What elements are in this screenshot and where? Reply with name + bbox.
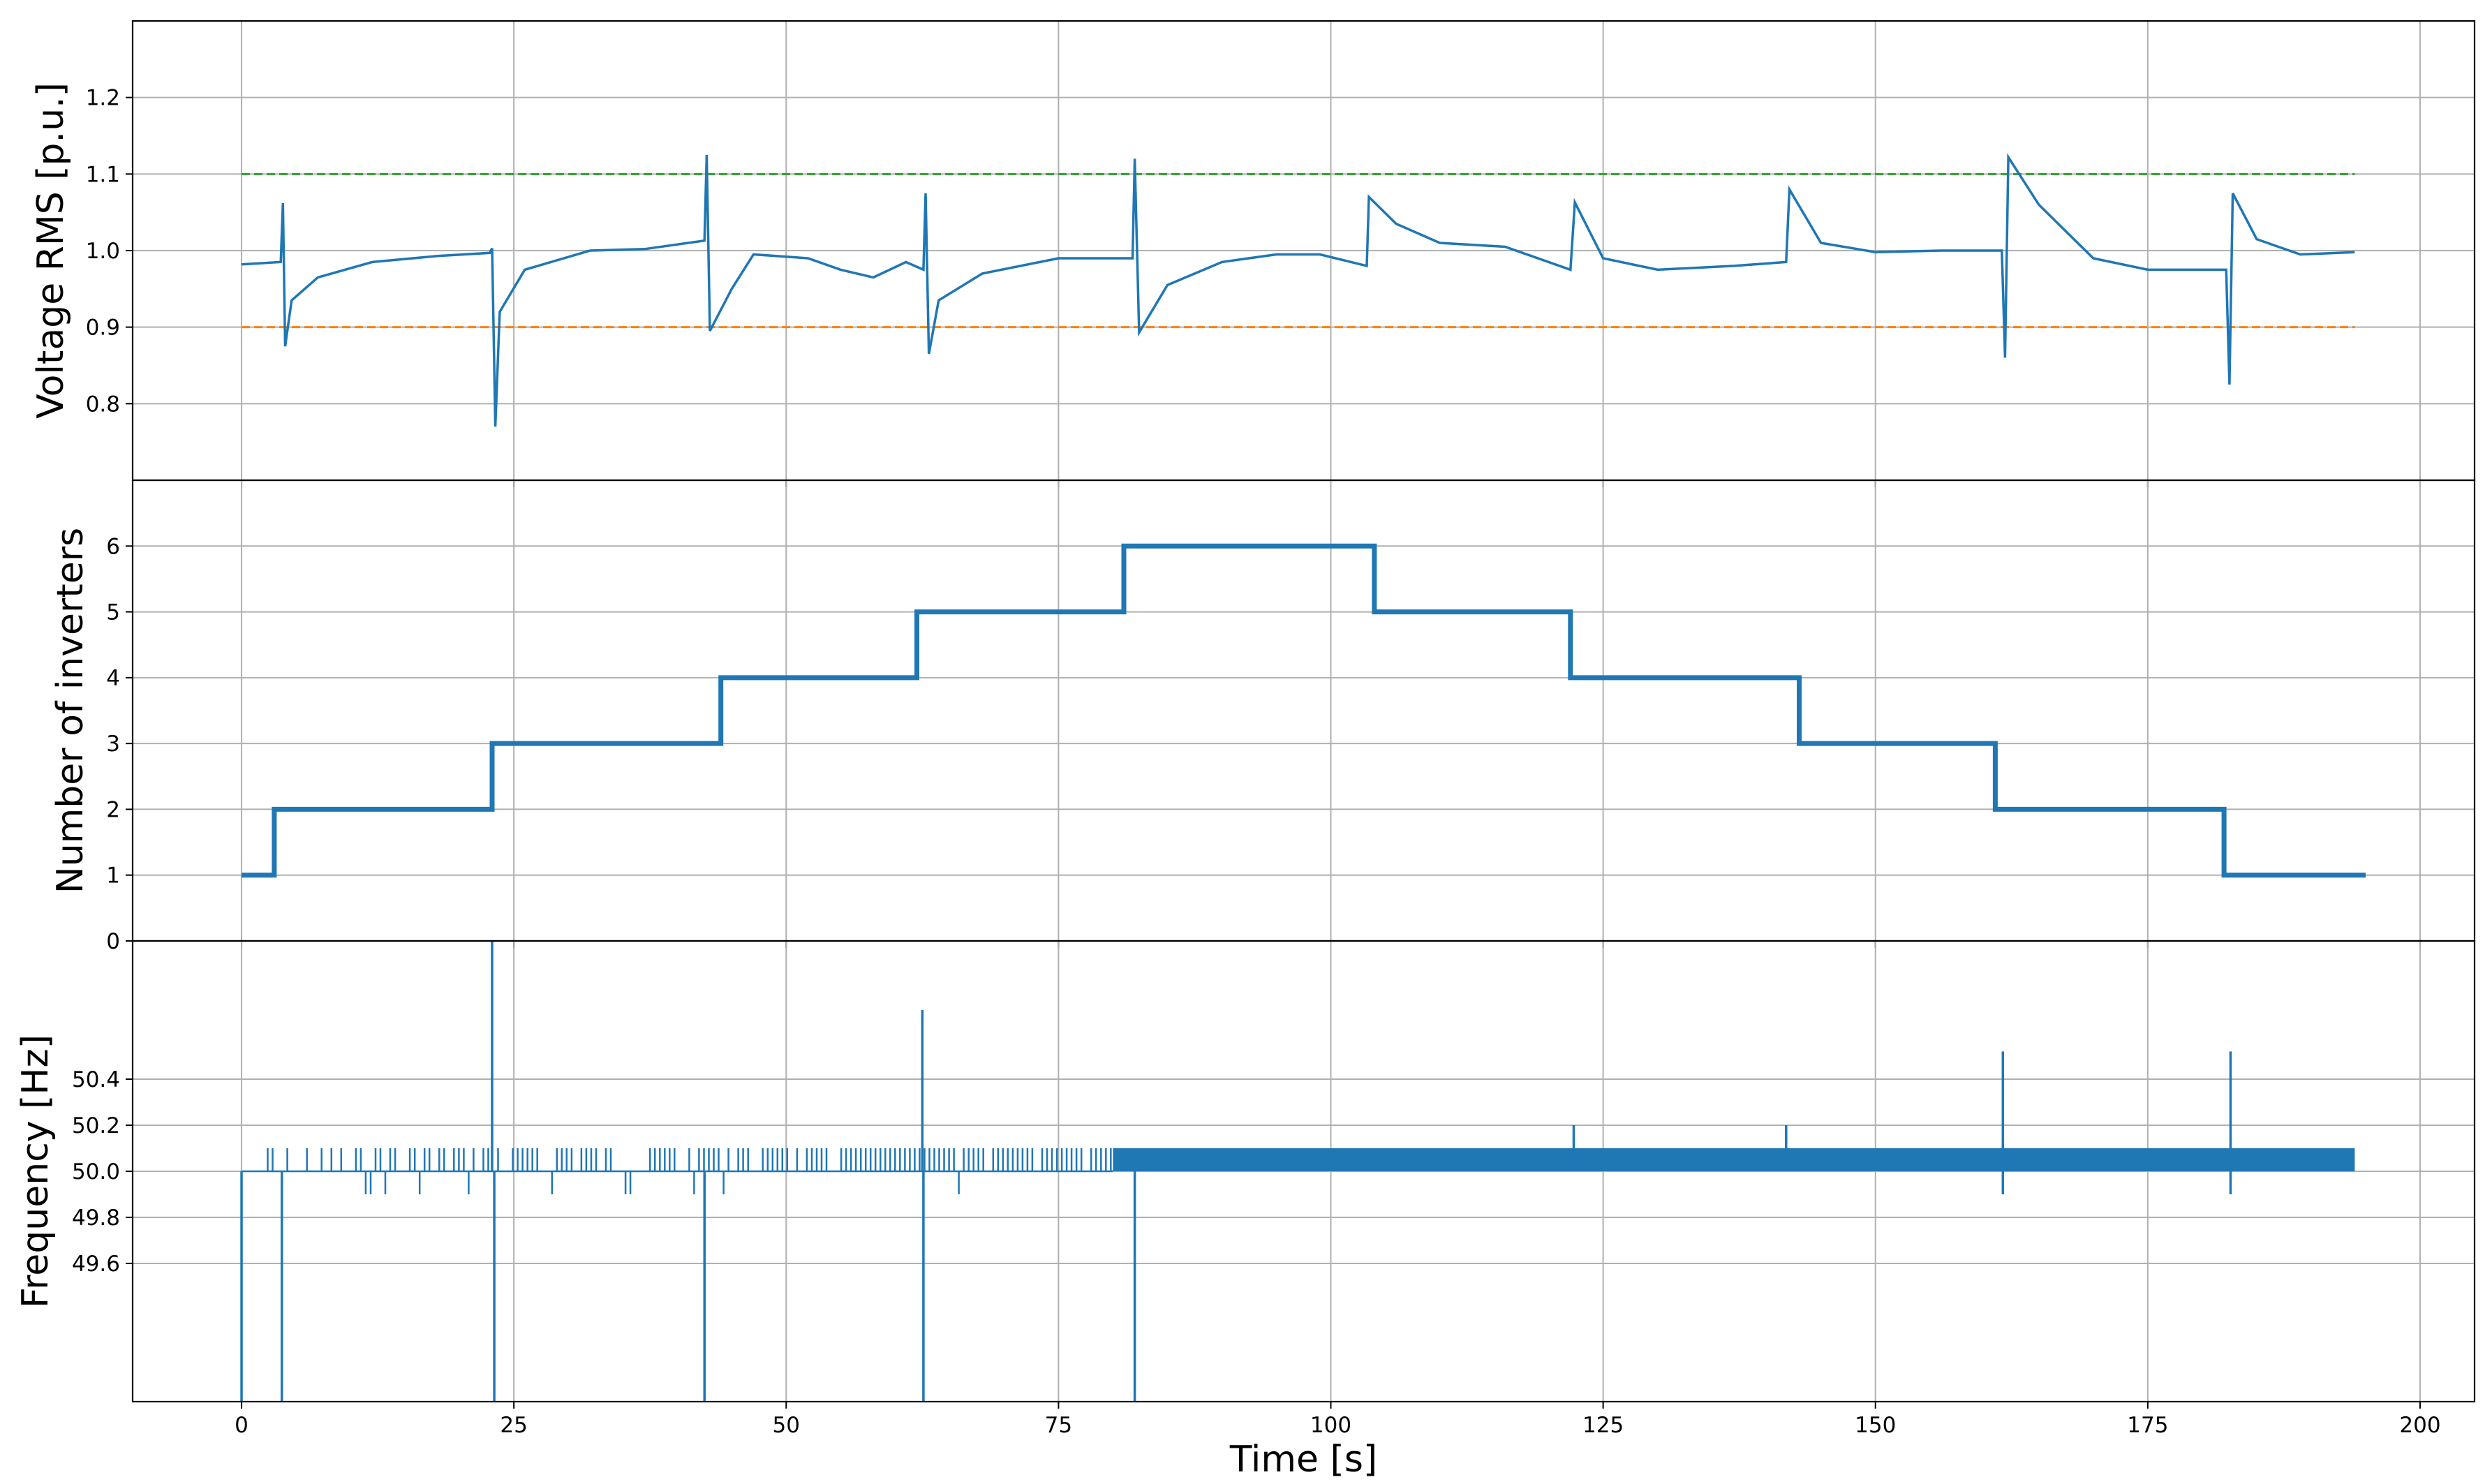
voltage-y-tick-label: 1.2 — [86, 86, 120, 111]
frequency-y-axis-label: Frequency [Hz] — [15, 1034, 57, 1308]
frequency-flicker-series — [242, 1148, 1113, 1194]
frequency-y-tick-label: 50.4 — [72, 1067, 120, 1092]
inverters-y-tick-label: 2 — [106, 797, 120, 822]
inverters-y-axis-label: Number of inverters — [50, 528, 91, 893]
inverters-y-tick-label: 3 — [106, 732, 120, 757]
time-x-tick-label: 100 — [1310, 1413, 1351, 1438]
inverters-panel: 0 1 2 3 4 5 6 — [106, 479, 2476, 954]
voltage-panel: 0.8 0.9 1.0 1.1 1.2 — [86, 20, 2476, 487]
time-x-tick-label: 150 — [1855, 1413, 1896, 1438]
time-x-tick-label: 0 — [235, 1413, 249, 1438]
inverters-series-line — [242, 543, 2366, 878]
voltage-y-tick-label: 1.0 — [86, 239, 120, 264]
voltage-y-tick-label: 1.1 — [86, 162, 120, 187]
frequency-y-tick-label: 50.0 — [72, 1159, 120, 1185]
frequency-panel: 49.6 49.8 50.0 50.2 50.4 0 25 50 75 100 125 150 175 2… — [72, 940, 2476, 1438]
inverters-y-tick-label: 5 — [106, 600, 120, 625]
time-x-tick-label: 200 — [2399, 1413, 2440, 1438]
axis-labels: Voltage RMS [p.u.] Number of inverters F… — [15, 82, 1377, 1481]
time-x-tick-label: 125 — [1582, 1413, 1624, 1438]
inverters-axes-frame — [131, 479, 2476, 942]
time-x-tick-label: 175 — [2127, 1413, 2168, 1438]
voltage-y-tick-label: 0.9 — [86, 316, 120, 341]
frequency-y-tick-label: 50.2 — [72, 1113, 120, 1138]
voltage-y-tick-label: 0.8 — [86, 392, 120, 417]
time-x-axis-label: Time [s] — [1229, 1439, 1377, 1481]
inverters-y-tick-label: 6 — [106, 534, 120, 559]
time-x-tick-label: 25 — [500, 1413, 527, 1438]
frequency-y-tick-label: 49.8 — [72, 1205, 120, 1231]
frequency-axes-frame — [131, 940, 2476, 1403]
inverters-y-tick-label: 1 — [106, 863, 120, 889]
time-x-tick-label: 50 — [773, 1413, 800, 1438]
time-x-tick-label: 75 — [1045, 1413, 1072, 1438]
voltage-y-axis-label: Voltage RMS [p.u.] — [30, 82, 72, 419]
frequency-dense-band — [1113, 1148, 2355, 1171]
voltage-series-line — [241, 153, 2355, 427]
frequency-y-tick-label: 49.6 — [72, 1252, 120, 1277]
inverters-y-tick-label: 0 — [106, 929, 120, 954]
inverters-y-tick-label: 4 — [106, 666, 120, 691]
